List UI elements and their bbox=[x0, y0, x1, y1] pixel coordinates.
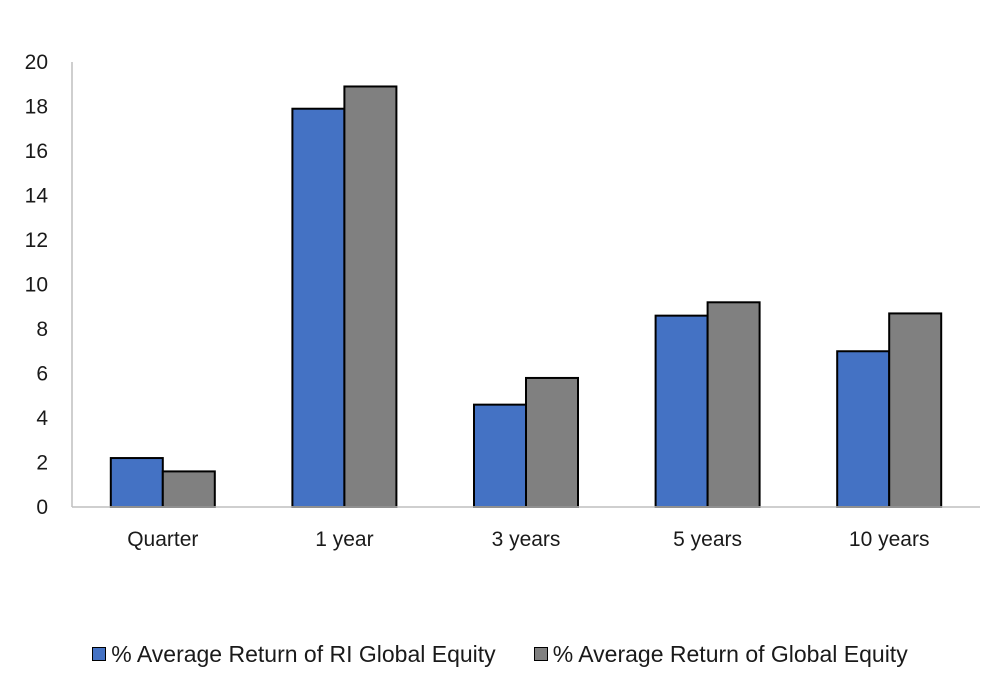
bar-series-1-1-year bbox=[343, 85, 398, 508]
x-tick-label: Quarter bbox=[127, 528, 198, 551]
legend-swatch-ri-global-equity bbox=[92, 647, 107, 661]
bar-series-0-5-years bbox=[654, 314, 709, 508]
legend-label-global-equity: % Average Return of Global Equity bbox=[552, 640, 908, 667]
legend-label-ri-global-equity: % Average Return of RI Global Equity bbox=[111, 640, 496, 667]
bar-series-1-10-years bbox=[888, 312, 943, 508]
y-tick-label: 20 bbox=[25, 51, 48, 74]
bar-series-0-3-years bbox=[473, 403, 527, 508]
bars bbox=[109, 85, 943, 509]
legend-item-ri-global-equity: % Average Return of RI Global Equity bbox=[92, 640, 496, 668]
x-tick-label: 5 years bbox=[673, 528, 742, 551]
bar-series-1-5-years bbox=[706, 301, 761, 508]
y-axis: 0 2 4 6 8 10 12 14 16 18 20 bbox=[25, 51, 73, 519]
bar-series-0-10-years bbox=[836, 350, 891, 508]
bar-series-1-3-years bbox=[525, 376, 579, 509]
y-tick-label: 14 bbox=[25, 185, 49, 208]
y-tick-label: 12 bbox=[25, 229, 48, 252]
legend-item-global-equity: % Average Return of Global Equity bbox=[533, 640, 908, 668]
legend-swatch-global-equity bbox=[533, 647, 548, 661]
bar-series-0-1-year bbox=[291, 107, 346, 508]
bar-chart: 0 2 4 6 8 10 12 14 16 18 20 Quarter 1 year 3 years 5 … bbox=[25, 51, 980, 551]
legend: % Average Return of RI Global Equity % A… bbox=[0, 636, 1000, 672]
x-tick-label: 3 years bbox=[492, 528, 561, 551]
bar-series-1-quarter bbox=[161, 470, 216, 508]
y-tick-label: 16 bbox=[25, 140, 48, 163]
x-tick-label: 1 year bbox=[315, 528, 373, 551]
x-tick-label: 10 years bbox=[849, 528, 930, 551]
y-tick-label: 0 bbox=[36, 496, 48, 519]
y-tick-label: 2 bbox=[36, 452, 48, 475]
y-tick-label: 8 bbox=[36, 318, 48, 341]
y-tick-label: 10 bbox=[25, 274, 48, 297]
y-tick-label: 18 bbox=[25, 96, 48, 119]
y-tick-label: 4 bbox=[36, 407, 48, 430]
y-tick-label: 6 bbox=[36, 363, 48, 386]
bar-series-0-quarter bbox=[109, 457, 164, 508]
x-axis: Quarter 1 year 3 years 5 years 10 years bbox=[72, 506, 980, 551]
